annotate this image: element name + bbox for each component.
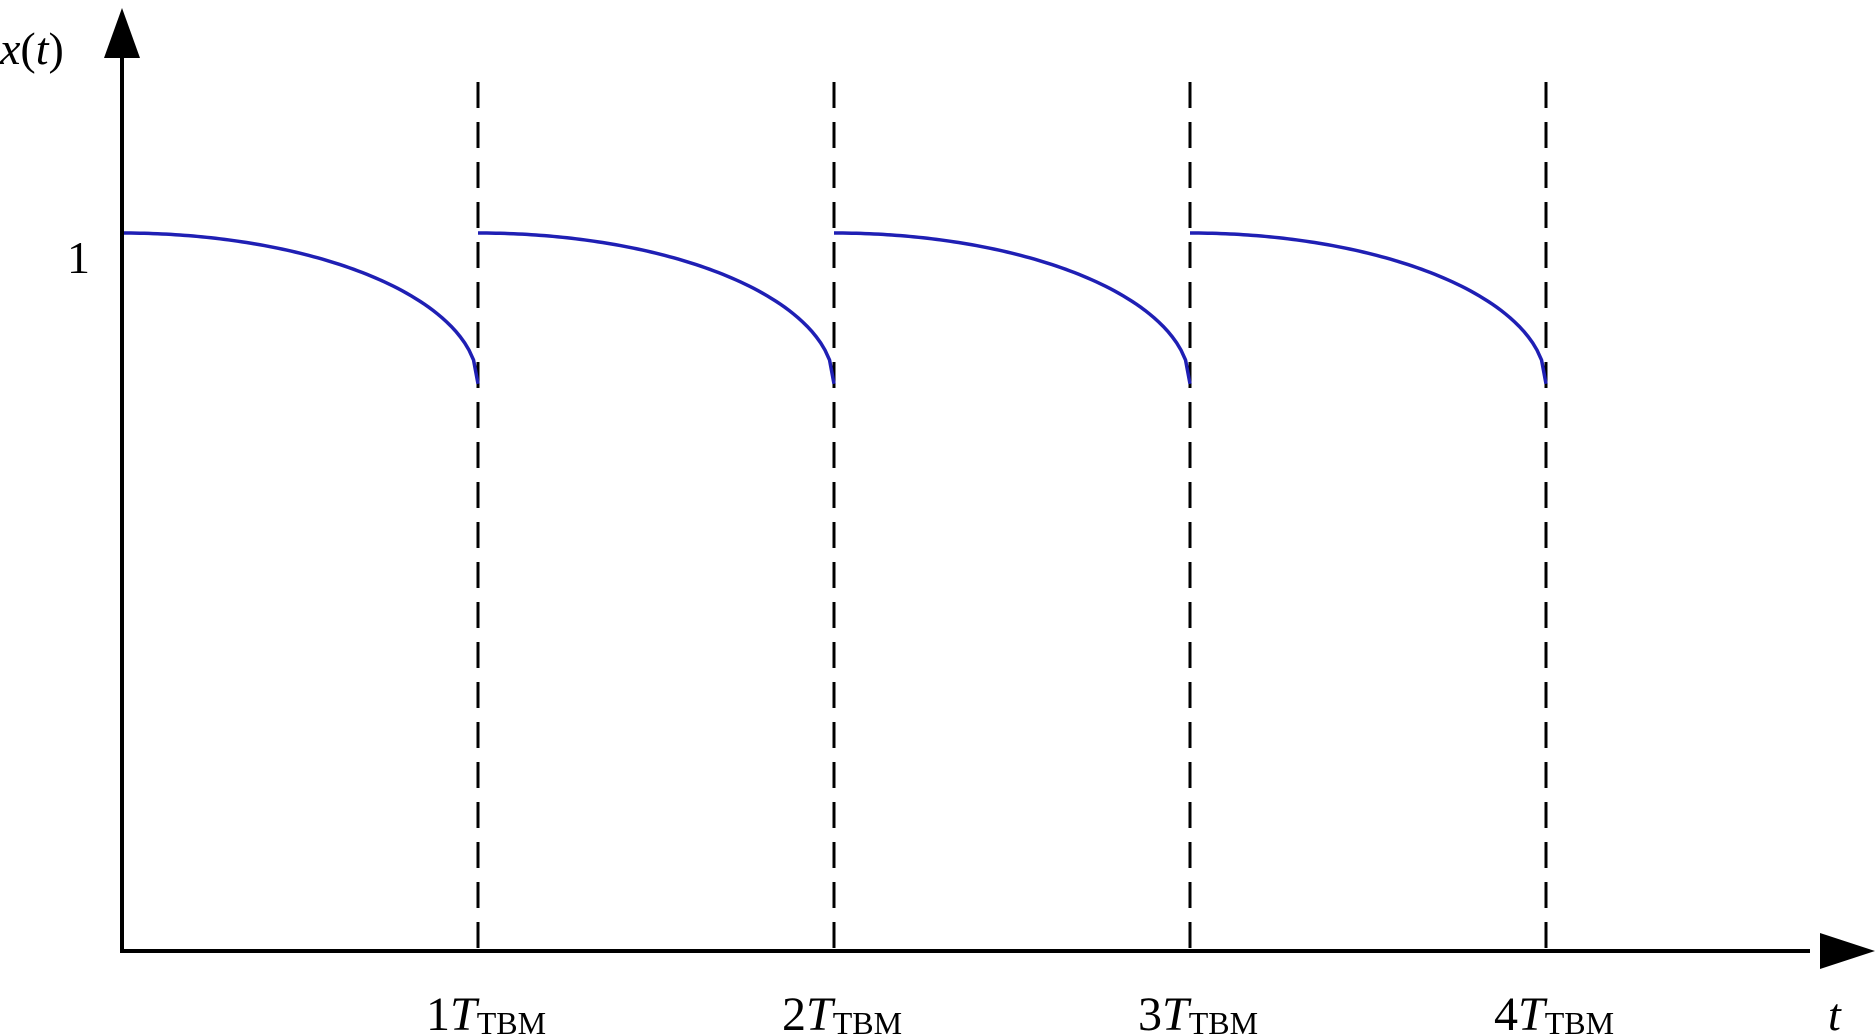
y-axis-arrowhead bbox=[104, 8, 140, 58]
series-curve-segment bbox=[833, 231, 1192, 385]
series-layer bbox=[121, 231, 1548, 385]
x-axis-label: t bbox=[1828, 989, 1842, 1036]
x-tick-label: 4TTBM bbox=[1494, 988, 1614, 1036]
x-tick-subscript: TBM bbox=[477, 1005, 546, 1036]
y-tick-label: 1 bbox=[67, 232, 90, 283]
x-tick-var: T bbox=[1162, 988, 1192, 1036]
x-axis-arrowhead bbox=[1820, 933, 1875, 969]
y-axis-label-arg: t bbox=[36, 23, 50, 74]
y-axis-label-close: ) bbox=[49, 23, 64, 74]
x-tick-var: T bbox=[1518, 988, 1548, 1036]
x-tick-subscript: TBM bbox=[1189, 1005, 1258, 1036]
series-curve-segment bbox=[1189, 231, 1548, 385]
x-tick-subscript: TBM bbox=[1545, 1005, 1614, 1036]
axes-layer bbox=[104, 8, 1875, 969]
x-tick-coef: 4 bbox=[1494, 988, 1518, 1036]
series-curve-segment bbox=[477, 231, 836, 385]
x-tick-label: 1TTBM bbox=[426, 988, 546, 1036]
x-tick-coef: 1 bbox=[426, 988, 450, 1036]
x-tick-var: T bbox=[806, 988, 836, 1036]
dashed-lines-layer bbox=[476, 82, 1548, 951]
x-tick-label: 2TTBM bbox=[782, 988, 902, 1036]
y-axis-label: x(t) bbox=[0, 23, 64, 74]
y-axis-label-var: x bbox=[0, 23, 21, 74]
y-axis-label-open: ( bbox=[20, 23, 35, 74]
x-tick-coef: 3 bbox=[1138, 988, 1162, 1036]
x-tick-subscript: TBM bbox=[833, 1005, 902, 1036]
x-tick-coef: 2 bbox=[782, 988, 806, 1036]
x-tick-label: 3TTBM bbox=[1138, 988, 1258, 1036]
x-tick-var: T bbox=[450, 988, 480, 1036]
series-curve-segment bbox=[121, 231, 480, 385]
